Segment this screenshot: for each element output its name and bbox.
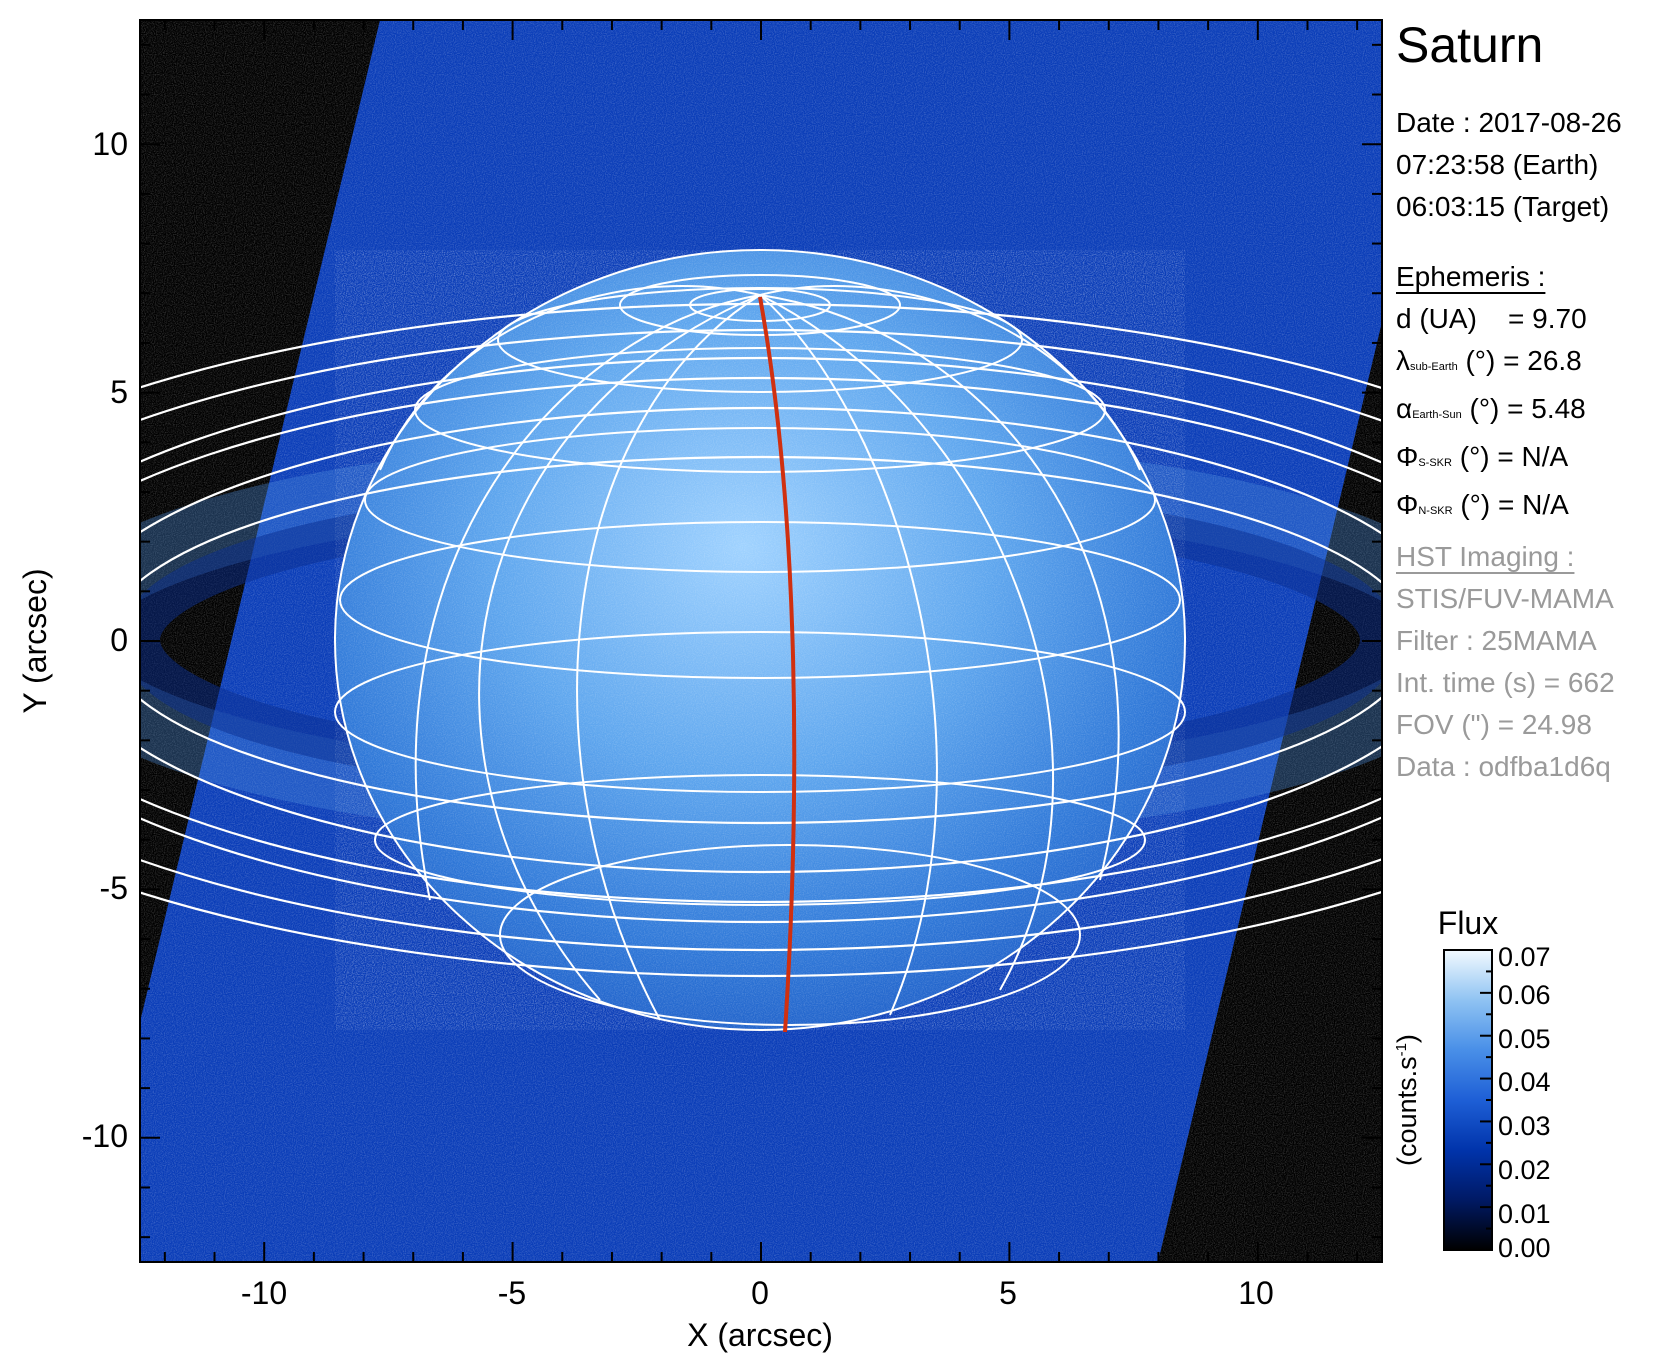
colorbar-tick-label: 0.06 bbox=[1498, 980, 1551, 1010]
phi-n-row: ΦN-SKR (°) = N/A bbox=[1396, 489, 1569, 520]
colorbar-tick-label: 0.04 bbox=[1498, 1067, 1551, 1097]
y-tick-label: 5 bbox=[110, 374, 128, 410]
distance-row: d (UA) = 9.70 bbox=[1396, 303, 1587, 334]
colorbar-tick-label: 0.02 bbox=[1498, 1155, 1551, 1185]
y-tick-label: 0 bbox=[110, 622, 128, 658]
colorbar-tick-label: 0.03 bbox=[1498, 1111, 1551, 1141]
colorbar-tick-label: 0.01 bbox=[1498, 1199, 1551, 1229]
colorbar-unit: (counts.s-1) bbox=[1392, 1034, 1422, 1166]
axis-ticks bbox=[140, 20, 1382, 1262]
x-tick-label: 10 bbox=[1238, 1275, 1274, 1311]
colorbar-tick-label: 0.05 bbox=[1498, 1024, 1551, 1054]
hst-header: HST Imaging : bbox=[1396, 541, 1575, 572]
phi-s-row: ΦS-SKR (°) = N/A bbox=[1396, 441, 1569, 472]
hst-panel: HST Imaging : STIS/FUV-MAMA Filter : 25M… bbox=[1396, 536, 1615, 788]
y-axis-label: Y (arcsec) bbox=[17, 568, 53, 713]
planet-title: Saturn bbox=[1396, 17, 1544, 73]
field-of-view: FOV (") = 24.98 bbox=[1396, 709, 1592, 740]
x-tick-label: -5 bbox=[498, 1275, 526, 1311]
colorbar-tick-label: 0.00 bbox=[1498, 1233, 1551, 1263]
y-tick-label: -10 bbox=[82, 1118, 128, 1154]
observation-info: Date : 2017-08-26 07:23:58 (Earth) 06:03… bbox=[1396, 102, 1622, 228]
central-meridian bbox=[758, 296, 797, 1033]
y-tick-label: -5 bbox=[100, 870, 128, 906]
hst-image bbox=[140, 20, 1382, 1262]
target-time: 06:03:15 (Target) bbox=[1396, 191, 1610, 222]
latitude-grid bbox=[334, 249, 1186, 1031]
x-tick-label: 0 bbox=[751, 1275, 769, 1311]
integration-time: Int. time (s) = 662 bbox=[1396, 667, 1615, 698]
alpha-row: αEarth-Sun (°) = 5.48 bbox=[1396, 393, 1586, 424]
y-tick-label: 10 bbox=[92, 126, 128, 162]
x-tick-label: 5 bbox=[999, 1275, 1017, 1311]
date-line: Date : 2017-08-26 bbox=[1396, 107, 1622, 138]
lambda-row: λsub-Earth (°) = 26.8 bbox=[1396, 345, 1582, 376]
colorbar-title: Flux bbox=[1438, 905, 1498, 941]
dataset-id: Data : odfba1d6q bbox=[1396, 751, 1611, 782]
ephemeris-panel: Ephemeris : d (UA) = 9.70 λsub-Earth (°)… bbox=[1396, 256, 1587, 532]
longitude-grid bbox=[379, 285, 1141, 1021]
x-axis-label: X (arcsec) bbox=[687, 1317, 833, 1353]
colorbar-tick-label: 0.07 bbox=[1498, 942, 1551, 972]
x-tick-label: -10 bbox=[241, 1275, 287, 1311]
ephemeris-header: Ephemeris : bbox=[1396, 261, 1546, 292]
filter: Filter : 25MAMA bbox=[1396, 625, 1597, 656]
instrument: STIS/FUV-MAMA bbox=[1396, 583, 1614, 614]
colorbar: Flux 0.07 0.06 0.05 0.04 0.03 0.02 0.01 … bbox=[1392, 905, 1551, 1263]
earth-time: 07:23:58 (Earth) bbox=[1396, 149, 1599, 180]
